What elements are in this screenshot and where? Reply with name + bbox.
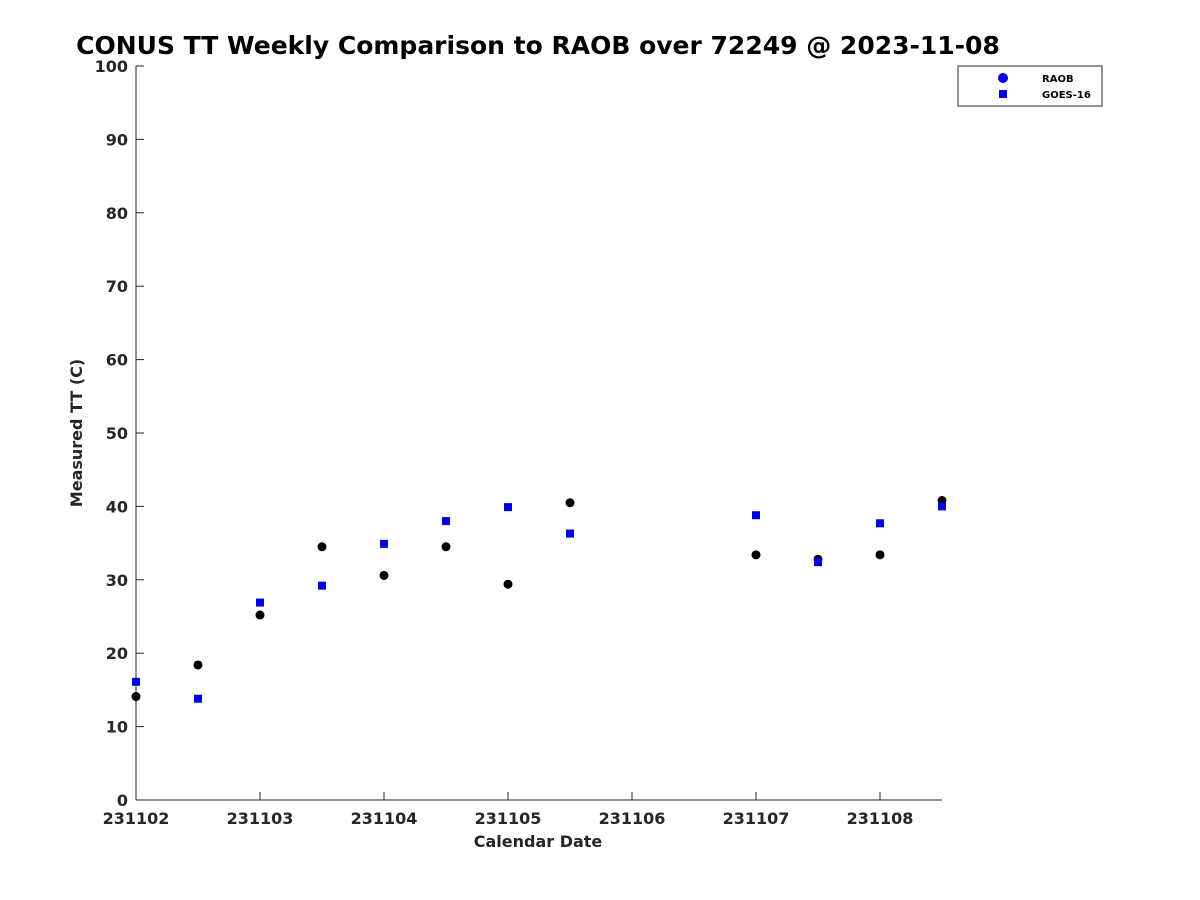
y-tick-label: 0 xyxy=(117,791,128,810)
y-tick-label: 60 xyxy=(106,351,128,370)
data-point-goes-16 xyxy=(318,581,326,590)
chart-title: CONUS TT Weekly Comparison to RAOB over … xyxy=(76,31,1000,60)
y-tick-label: 90 xyxy=(106,130,128,149)
data-point-raob xyxy=(751,550,761,560)
data-point-raob xyxy=(379,570,389,580)
y-tick-label: 30 xyxy=(106,571,128,590)
data-point-goes-16 xyxy=(256,598,264,607)
legend-box xyxy=(957,65,1103,107)
data-point-raob xyxy=(131,692,141,702)
data-point-raob xyxy=(565,498,575,508)
x-tick-label: 231102 xyxy=(103,809,170,828)
x-tick-label: 231105 xyxy=(475,809,542,828)
legend-label-goes-16: GOES-16 xyxy=(1042,90,1091,101)
legend-label-raob: RAOB xyxy=(1042,74,1074,85)
data-point-goes-16 xyxy=(504,503,512,512)
data-point-raob xyxy=(875,550,885,560)
data-point-goes-16 xyxy=(814,558,822,567)
data-point-raob xyxy=(441,542,451,552)
y-tick-label: 20 xyxy=(106,644,128,663)
data-point-goes-16 xyxy=(442,517,450,526)
legend-marker-raob xyxy=(998,73,1008,83)
data-point-raob xyxy=(255,610,265,620)
data-point-goes-16 xyxy=(876,519,884,528)
data-point-goes-16 xyxy=(752,511,760,520)
x-tick-label: 231106 xyxy=(599,809,666,828)
y-tick-label: 50 xyxy=(106,424,128,443)
x-tick-label: 231103 xyxy=(227,809,294,828)
y-axis-label: Measured TT (C) xyxy=(67,359,86,507)
data-point-goes-16 xyxy=(194,694,202,703)
data-points xyxy=(131,496,947,703)
x-axis-label: Calendar Date xyxy=(474,832,603,851)
data-point-raob xyxy=(193,660,203,670)
data-point-goes-16 xyxy=(938,502,946,511)
y-tick-label: 100 xyxy=(95,57,128,76)
data-point-goes-16 xyxy=(380,539,388,548)
axes xyxy=(135,66,942,801)
y-tick-label: 10 xyxy=(106,718,128,737)
legend-marker-goes-16 xyxy=(999,90,1007,98)
y-tick-label: 70 xyxy=(106,277,128,296)
data-point-goes-16 xyxy=(132,677,140,686)
y-tick-label: 40 xyxy=(106,497,128,516)
y-axis-ticks: 0 10 20 30 40 50 60 70 80 90 100 xyxy=(95,57,144,810)
y-tick-label: 80 xyxy=(106,204,128,223)
x-tick-label: 231108 xyxy=(847,809,914,828)
data-point-raob xyxy=(317,542,327,552)
legend: RAOB GOES-16 xyxy=(957,65,1103,107)
series-raob xyxy=(131,496,947,702)
data-point-goes-16 xyxy=(566,529,574,538)
x-tick-label: 231104 xyxy=(351,809,418,828)
series-goes-16 xyxy=(132,502,946,703)
x-tick-label: 231107 xyxy=(723,809,790,828)
x-axis-ticks: 231102 231103 231104 231105 231106 231107 2311… xyxy=(103,792,914,828)
data-point-raob xyxy=(503,579,513,589)
